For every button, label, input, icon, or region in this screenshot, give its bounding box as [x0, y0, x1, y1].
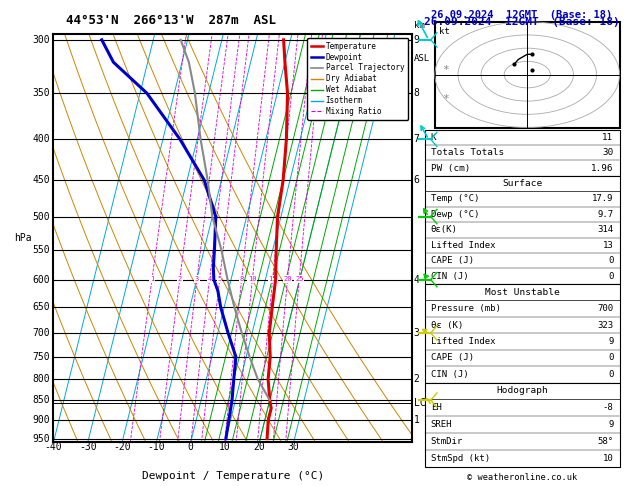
- Text: 9: 9: [608, 420, 613, 429]
- Text: 750: 750: [32, 352, 50, 362]
- Text: 9: 9: [414, 35, 420, 45]
- Text: 2: 2: [414, 374, 420, 384]
- Text: *: *: [442, 94, 448, 104]
- Text: 10: 10: [219, 442, 231, 452]
- Text: 900: 900: [32, 415, 50, 425]
- Text: kt: kt: [439, 27, 450, 35]
- Text: 314: 314: [598, 226, 613, 234]
- Text: 500: 500: [32, 211, 50, 222]
- Text: θε (K): θε (K): [431, 321, 463, 330]
- Text: 25: 25: [295, 276, 303, 282]
- Legend: Temperature, Dewpoint, Parcel Trajectory, Dry Adiabat, Wet Adiabat, Isotherm, Mi: Temperature, Dewpoint, Parcel Trajectory…: [308, 38, 408, 120]
- Text: 10: 10: [248, 276, 257, 282]
- Text: hPa: hPa: [14, 233, 32, 243]
- Text: 9: 9: [608, 337, 613, 346]
- Text: 2: 2: [177, 276, 182, 282]
- Text: K: K: [431, 133, 437, 142]
- Text: 550: 550: [32, 244, 50, 255]
- Text: 0: 0: [188, 442, 194, 452]
- Text: 850: 850: [32, 395, 50, 405]
- Text: CIN (J): CIN (J): [431, 272, 469, 281]
- Text: 7: 7: [414, 134, 420, 144]
- Text: 300: 300: [32, 35, 50, 45]
- Text: 950: 950: [32, 434, 50, 444]
- Text: 30: 30: [287, 442, 299, 452]
- Text: 15: 15: [269, 276, 277, 282]
- Text: -30: -30: [79, 442, 97, 452]
- Text: 20: 20: [253, 442, 265, 452]
- Text: km: km: [414, 21, 425, 30]
- Text: -8: -8: [603, 403, 613, 412]
- Text: 600: 600: [32, 275, 50, 285]
- Text: 58°: 58°: [598, 437, 613, 446]
- Text: 0: 0: [608, 370, 613, 379]
- Text: CAPE (J): CAPE (J): [431, 256, 474, 265]
- Text: 3: 3: [195, 276, 199, 282]
- Text: EH: EH: [431, 403, 442, 412]
- Text: Surface: Surface: [502, 179, 542, 188]
- Text: 26.09.2024  12GMT  (Base: 18): 26.09.2024 12GMT (Base: 18): [431, 10, 613, 19]
- Text: Hodograph: Hodograph: [496, 386, 548, 396]
- Text: © weatheronline.co.uk: © weatheronline.co.uk: [467, 473, 577, 482]
- Text: 650: 650: [32, 302, 50, 312]
- Text: 8: 8: [240, 276, 244, 282]
- Text: Lifted Index: Lifted Index: [431, 241, 495, 250]
- Text: CIN (J): CIN (J): [431, 370, 469, 379]
- Text: 800: 800: [32, 374, 50, 384]
- Text: Dewp (°C): Dewp (°C): [431, 210, 479, 219]
- Text: 4: 4: [208, 276, 212, 282]
- Text: Dewpoint / Temperature (°C): Dewpoint / Temperature (°C): [142, 471, 324, 481]
- Text: 11: 11: [602, 133, 613, 142]
- Text: 3: 3: [414, 328, 420, 338]
- Text: 6: 6: [414, 175, 420, 185]
- Text: 0: 0: [608, 256, 613, 265]
- Text: -40: -40: [45, 442, 62, 452]
- Text: StmSpd (kt): StmSpd (kt): [431, 454, 490, 463]
- Text: Mixing Ratio (g/kg): Mixing Ratio (g/kg): [448, 182, 458, 294]
- Text: 1.96: 1.96: [591, 164, 613, 173]
- Bar: [435, 22, 620, 127]
- Text: 26.09.2024  12GMT  (Base: 18): 26.09.2024 12GMT (Base: 18): [424, 17, 620, 27]
- Bar: [425, 284, 620, 382]
- Bar: [425, 382, 620, 467]
- Text: 9.7: 9.7: [598, 210, 613, 219]
- Text: -10: -10: [148, 442, 165, 452]
- Text: 1: 1: [414, 415, 420, 425]
- Text: Totals Totals: Totals Totals: [431, 148, 504, 157]
- Text: 400: 400: [32, 134, 50, 144]
- Text: SREH: SREH: [431, 420, 452, 429]
- Text: 17.9: 17.9: [592, 194, 613, 203]
- Text: *: *: [442, 65, 448, 75]
- Text: Most Unstable: Most Unstable: [485, 288, 559, 296]
- Bar: [425, 175, 620, 284]
- Text: θε(K): θε(K): [431, 226, 458, 234]
- Bar: [425, 130, 620, 175]
- Text: 10: 10: [603, 454, 613, 463]
- Text: 700: 700: [32, 328, 50, 338]
- Text: PW (cm): PW (cm): [431, 164, 470, 173]
- Text: Lifted Index: Lifted Index: [431, 337, 495, 346]
- Text: 450: 450: [32, 175, 50, 185]
- Text: 350: 350: [32, 88, 50, 98]
- Text: ASL: ASL: [414, 53, 430, 63]
- Text: CAPE (J): CAPE (J): [431, 353, 474, 363]
- Text: Pressure (mb): Pressure (mb): [431, 304, 501, 313]
- Text: 700: 700: [598, 304, 613, 313]
- Text: 8: 8: [414, 88, 420, 98]
- Text: 1: 1: [150, 276, 154, 282]
- Text: 5: 5: [218, 276, 222, 282]
- Text: 13: 13: [603, 241, 613, 250]
- Text: 0: 0: [608, 353, 613, 363]
- Text: 4: 4: [414, 275, 420, 285]
- Text: 30: 30: [602, 148, 613, 157]
- Text: Temp (°C): Temp (°C): [431, 194, 479, 203]
- Text: 323: 323: [598, 321, 613, 330]
- Text: StmDir: StmDir: [431, 437, 463, 446]
- Text: LCL: LCL: [414, 399, 431, 408]
- Text: 44°53'N  266°13'W  287m  ASL: 44°53'N 266°13'W 287m ASL: [66, 14, 276, 27]
- Text: 20: 20: [283, 276, 292, 282]
- Text: 0: 0: [608, 272, 613, 281]
- Text: -20: -20: [113, 442, 131, 452]
